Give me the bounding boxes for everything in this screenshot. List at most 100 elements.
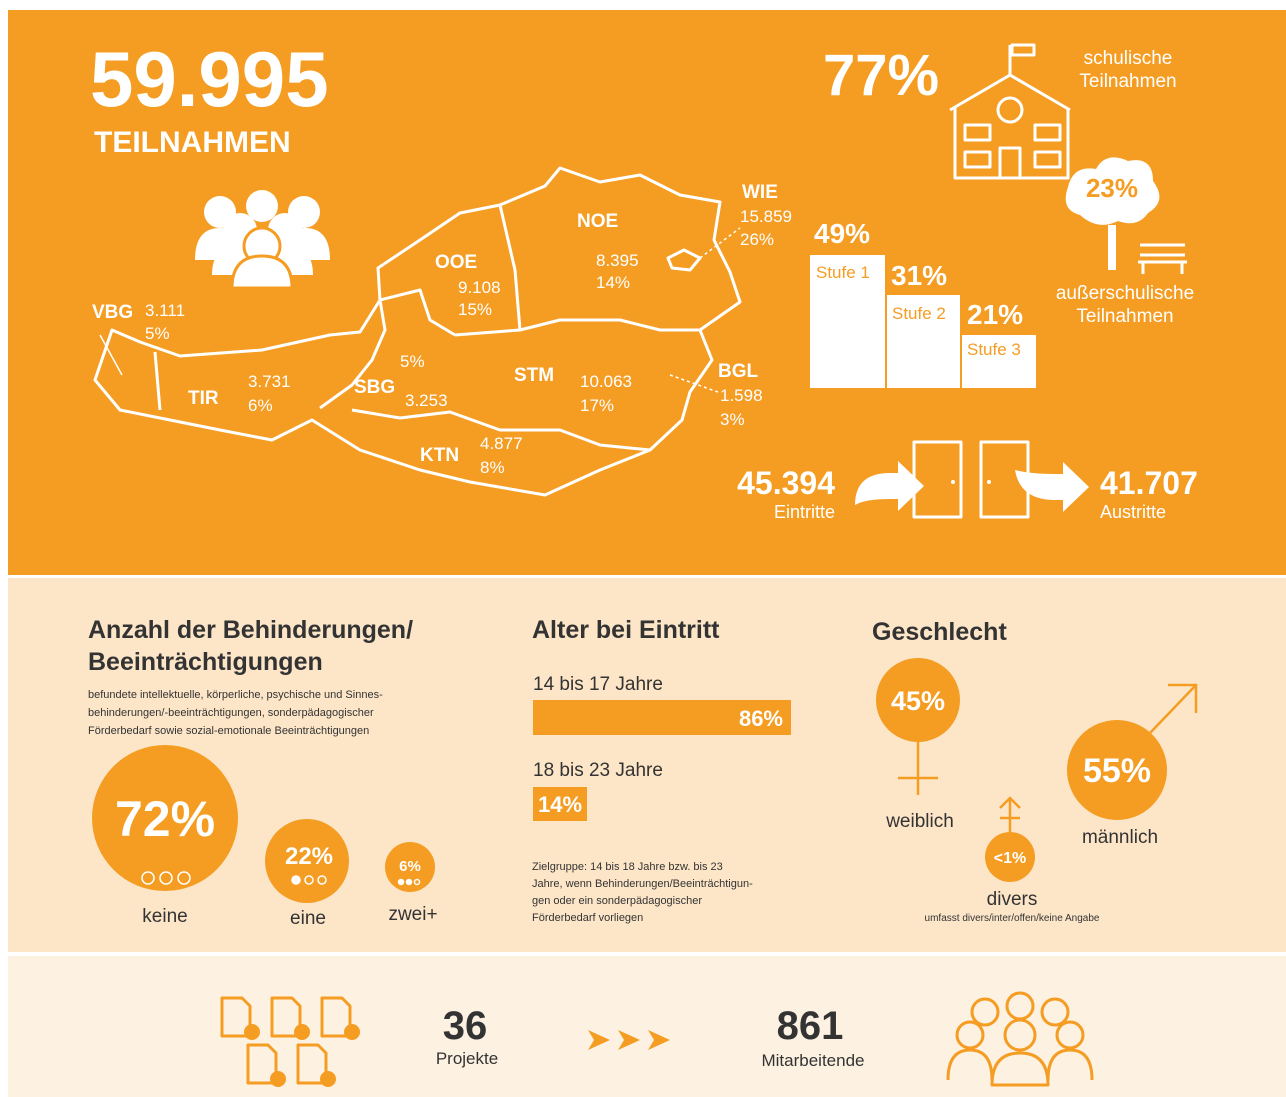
exits-label: Austritte (1100, 502, 1166, 522)
region-code: NOE (577, 211, 618, 232)
note: gen oder ein sonderpädagogischer (532, 895, 702, 907)
region-code: VBG (92, 302, 133, 323)
note: Jahre, wenn Behinderungen/Beeinträchtigu… (532, 878, 753, 890)
document-icons (220, 996, 360, 1087)
disability-circle (92, 745, 238, 891)
region-share: 6% (248, 396, 273, 415)
projects-value: 36 (443, 1004, 488, 1048)
region-share: 5% (400, 352, 425, 371)
region-count: 3.253 (405, 391, 448, 410)
section-title: Anzahl der Behinderungen/ (88, 616, 413, 644)
gender-circle (876, 658, 960, 742)
projects-label: Projekte (436, 1049, 498, 1068)
note: umfasst divers/inter/offen/keine Angabe (925, 913, 1100, 924)
region-count: 9.108 (458, 278, 501, 297)
note: Zielgruppe: 14 bis 18 Jahre bzw. bis 23 (532, 861, 723, 873)
disability-label: eine (290, 908, 326, 929)
disability-share: 6% (399, 858, 421, 875)
stage-block (810, 255, 885, 388)
school-share: 77% (823, 43, 939, 108)
school-icon (949, 43, 1071, 180)
exits-value: 41.707 (1100, 465, 1198, 501)
people-icon (195, 190, 330, 290)
gender-label: männlich (1082, 827, 1158, 848)
disability-label: zwei+ (388, 904, 437, 925)
bottom-panel (8, 956, 1286, 1097)
region-share: 17% (580, 396, 614, 415)
entries-label: Eintritte (774, 502, 835, 522)
region-code: SBG (354, 377, 395, 398)
age-label: 18 bis 23 Jahre (533, 760, 663, 781)
region-code: TIR (188, 388, 219, 409)
school-label: schulische (1084, 48, 1173, 69)
region-share: 26% (740, 230, 774, 249)
region-share: 14% (596, 273, 630, 292)
region-count: 8.395 (596, 251, 639, 270)
arrows-icon (588, 1030, 670, 1050)
staff-value: 861 (777, 1004, 844, 1048)
region-code: STM (514, 365, 554, 386)
note: Förderbedarf vorliegen (532, 912, 643, 924)
region-count: 3.111 (145, 301, 185, 320)
outside-label: außerschulische (1056, 283, 1194, 304)
door-icons (855, 440, 1089, 519)
region-code: KTN (420, 445, 459, 466)
school-label: Teilnahmen (1079, 71, 1176, 92)
disability-label: keine (142, 906, 187, 927)
gender-circle (1067, 720, 1167, 820)
region-share: 5% (145, 324, 170, 343)
staff-label: Mitarbeitende (761, 1051, 864, 1070)
region-count: 1.598 (720, 386, 763, 405)
gender-share: 55% (1083, 752, 1151, 790)
gender-label: divers (987, 889, 1038, 910)
stage-share: 21% (967, 299, 1023, 330)
region-share: 3% (720, 410, 745, 429)
total: 59.995 (90, 35, 329, 123)
section-title: Beeinträchtigungen (88, 648, 323, 676)
staff-icon (946, 991, 1094, 1087)
total-label: TEILNAHMEN (94, 126, 291, 159)
stage-label: Stufe 2 (892, 304, 946, 323)
region-count: 3.731 (248, 372, 291, 391)
outside-share: 23% (1086, 173, 1138, 203)
entries-value: 45.394 (737, 465, 835, 501)
region-count: 10.063 (580, 372, 632, 391)
gender-share: <1% (994, 850, 1026, 867)
region-code: WIE (742, 182, 778, 203)
note: befundete intellektuelle, körperliche, p… (88, 689, 383, 701)
region-share: 15% (458, 300, 492, 319)
stage-share: 31% (891, 260, 947, 291)
age-share: 14% (538, 792, 582, 817)
gender-share: 45% (891, 686, 945, 716)
region-code: BGL (718, 361, 759, 382)
age-label: 14 bis 17 Jahre (533, 674, 663, 695)
stage-block (962, 335, 1036, 388)
region-share: 8% (480, 458, 505, 477)
disability-circle (265, 819, 349, 903)
region-count: 4.877 (480, 434, 523, 453)
austria-map (93, 166, 742, 497)
section-title: Alter bei Eintritt (532, 616, 720, 644)
region-code: OOE (435, 252, 477, 273)
note: Förderbedarf sowie sozial-emotionale Bee… (88, 725, 369, 737)
stage-block (887, 295, 960, 388)
gender-label: weiblich (885, 811, 954, 832)
region-labels: VBG 3.111 5% TIR 3.731 6% SBG 3.253 5% O… (92, 182, 792, 477)
disability-share: 22% (285, 843, 333, 870)
disability-share: 72% (115, 791, 215, 847)
age-bar (533, 700, 791, 735)
section-title: Geschlecht (872, 618, 1007, 646)
outside-label: Teilnahmen (1076, 306, 1173, 327)
disability-circle (385, 842, 435, 892)
stage-label: Stufe 1 (816, 263, 870, 282)
region-count: 15.859 (740, 207, 792, 226)
gender-symbols (898, 683, 1198, 832)
dot-icons (141, 871, 421, 886)
tree-icon (1065, 157, 1187, 274)
stage-label: Stufe 3 (967, 340, 1021, 359)
gender-circle (985, 832, 1035, 882)
age-bar (533, 787, 587, 821)
age-share: 86% (739, 706, 783, 731)
